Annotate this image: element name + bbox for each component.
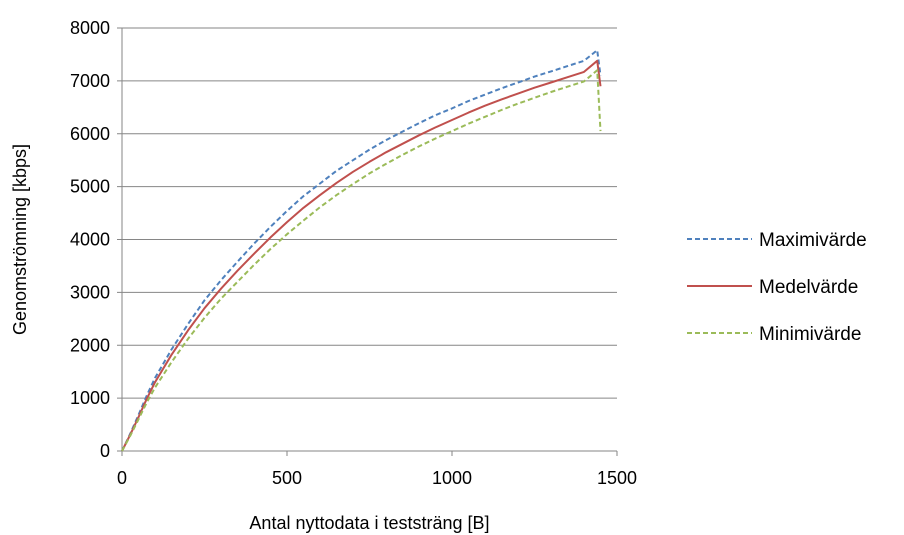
- grid-lines: [122, 27, 617, 452]
- y-tick-label: 5000: [70, 177, 110, 197]
- legend-label-0: Maximivärde: [759, 230, 867, 251]
- series-line-0: [121, 49, 602, 452]
- y-tick-label: 1000: [70, 388, 110, 408]
- legend-label-2: Minimivärde: [759, 324, 861, 345]
- y-axis-title: Genomströmning [kbps]: [10, 144, 30, 335]
- series-line-1: [121, 59, 602, 452]
- x-tick-label: 1000: [432, 468, 472, 488]
- y-tick-label: 2000: [70, 335, 110, 355]
- x-axis-title: Antal nyttodata i teststräng [B]: [249, 513, 489, 533]
- legend: Maximivärde Medelvärde Minimivärde: [687, 230, 867, 345]
- series-line-2: [121, 69, 602, 452]
- x-tick-label: 0: [117, 468, 127, 488]
- x-tick-label: 500: [272, 468, 302, 488]
- y-tick-label: 7000: [70, 71, 110, 91]
- axes: [117, 27, 618, 456]
- y-tick-label: 0: [100, 441, 110, 461]
- y-tick-label: 8000: [70, 18, 110, 38]
- y-tick-label: 6000: [70, 124, 110, 144]
- x-tick-label: 1500: [597, 468, 637, 488]
- legend-label-1: Medelvärde: [759, 277, 858, 298]
- series-lines: [121, 49, 602, 452]
- tick-labels: 0 1000 2000 3000 4000 5000 6000 7000 8000 0 500 100…: [70, 18, 637, 488]
- y-tick-label: 3000: [70, 282, 110, 302]
- y-tick-label: 4000: [70, 230, 110, 250]
